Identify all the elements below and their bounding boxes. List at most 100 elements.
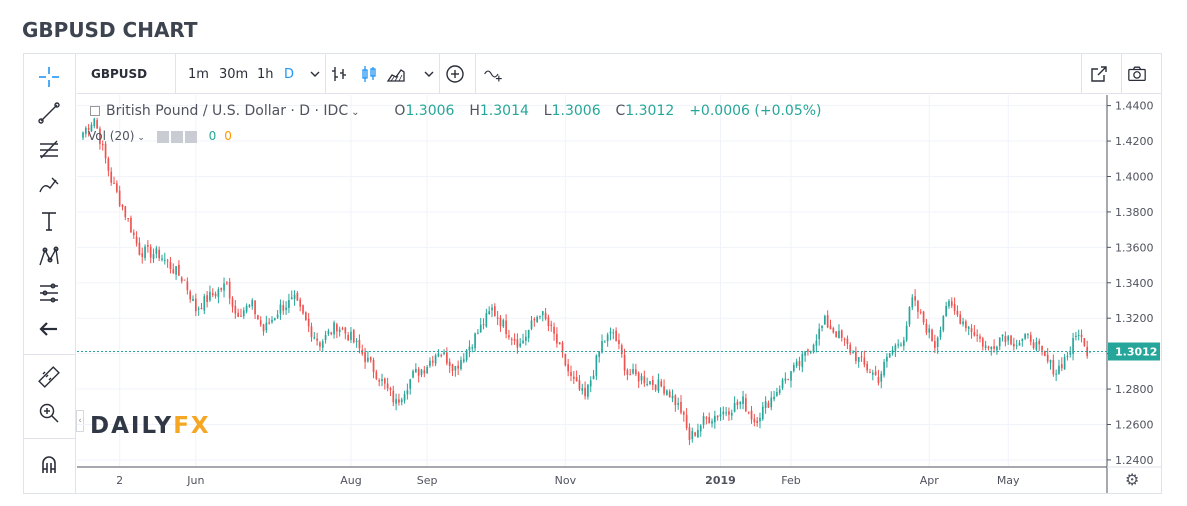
candle-body: [203, 296, 206, 311]
candle: [1027, 333, 1029, 339]
camera-icon[interactable]: [1127, 54, 1147, 94]
candle: [110, 167, 113, 186]
magnet-icon[interactable]: [34, 449, 64, 479]
candle-body: [446, 352, 448, 364]
pattern-icon[interactable]: [34, 242, 64, 272]
y-tick-label: 1.3800: [1115, 206, 1154, 219]
candle-body: [457, 365, 460, 369]
candle: [643, 370, 646, 387]
prediction-measure-icon[interactable]: [34, 278, 64, 308]
candle: [448, 358, 451, 373]
candle: [764, 396, 767, 414]
candle: [434, 353, 437, 367]
candle-body: [324, 334, 327, 340]
candle: [979, 333, 981, 343]
minimize-legend-icon[interactable]: [90, 106, 100, 116]
candle-body: [231, 298, 234, 307]
candle-body: [1029, 334, 1032, 342]
candle: [660, 378, 663, 388]
popout-icon[interactable]: [1089, 54, 1109, 94]
candle-body: [832, 328, 835, 333]
candle: [745, 393, 747, 413]
candle: [104, 141, 107, 164]
candle-body: [420, 369, 423, 375]
candle: [200, 302, 203, 310]
candle: [406, 383, 409, 400]
text-tool-icon[interactable]: [34, 206, 64, 236]
candle: [1066, 351, 1069, 361]
interval-1m[interactable]: 1m: [188, 66, 209, 82]
candle: [372, 357, 375, 379]
candle-body: [587, 384, 589, 397]
collapse-toolbar-handle[interactable]: ‹: [76, 410, 84, 432]
chart-type-chevron-icon[interactable]: [419, 54, 439, 94]
candle: [967, 325, 970, 336]
candles-style-icon[interactable]: [359, 54, 379, 94]
brush-icon[interactable]: [34, 170, 64, 200]
candle: [863, 350, 866, 368]
crosshair-icon[interactable]: [34, 62, 64, 92]
candle-body: [242, 310, 245, 317]
back-arrow-icon[interactable]: [34, 314, 64, 344]
volume-label[interactable]: Vol (20): [88, 129, 135, 143]
candle: [493, 303, 496, 317]
candle-body: [82, 132, 84, 138]
candle-body: [248, 305, 251, 307]
candle-body: [307, 318, 310, 327]
candle-body: [479, 324, 482, 333]
candle-body: [505, 320, 507, 335]
candle: [423, 366, 426, 378]
candle-body: [197, 308, 200, 310]
candle-body: [539, 315, 541, 317]
candle-body: [344, 327, 347, 334]
high-label: H: [469, 103, 480, 119]
candle: [666, 389, 668, 396]
y-tick-label: 1.4400: [1115, 100, 1154, 113]
candle-body: [409, 379, 412, 389]
candle: [477, 329, 479, 335]
candle: [824, 314, 826, 325]
candle-body: [310, 326, 313, 337]
candle-body: [440, 355, 443, 357]
interval-d[interactable]: D: [284, 66, 295, 82]
candle: [482, 318, 485, 330]
chevron-down-icon[interactable]: ⌄: [137, 133, 145, 143]
candle-body: [155, 248, 158, 254]
candle: [262, 323, 265, 336]
candle: [536, 315, 538, 323]
symbol-search[interactable]: GBPUSD: [91, 67, 148, 81]
settings-icon[interactable]: [170, 130, 183, 143]
interval-1h[interactable]: 1h: [257, 66, 274, 82]
candle: [948, 299, 950, 309]
candle-body: [491, 307, 493, 311]
instrument-name[interactable]: British Pound / U.S. Dollar · D · IDC: [106, 103, 349, 119]
candle: [147, 240, 149, 253]
compare-symbol-icon[interactable]: [483, 54, 503, 94]
chevron-down-icon[interactable]: ⌄: [351, 107, 360, 118]
candle-body: [1018, 342, 1021, 346]
candle: [99, 126, 101, 150]
candle: [711, 418, 713, 428]
price-chart[interactable]: 1.24001.26001.28001.30001.32001.34001.36…: [77, 95, 1161, 493]
candle: [412, 369, 414, 379]
candle: [778, 385, 781, 396]
candle-body: [333, 322, 335, 335]
interval-30m[interactable]: 30m: [219, 66, 249, 82]
zoom-in-icon[interactable]: [34, 398, 64, 428]
candle-body: [228, 281, 231, 299]
bars-style-icon[interactable]: [329, 54, 349, 94]
fib-retracement-icon[interactable]: [34, 134, 64, 164]
close-icon[interactable]: [184, 130, 197, 143]
candle-body: [161, 258, 163, 260]
ruler-icon[interactable]: [34, 362, 64, 392]
add-indicator-icon[interactable]: [445, 54, 465, 94]
chevron-down-icon[interactable]: [305, 54, 325, 94]
trend-line-icon[interactable]: [34, 98, 64, 128]
candle: [981, 336, 984, 351]
area-style-icon[interactable]: [386, 54, 406, 94]
candle-body: [367, 357, 369, 362]
candle: [694, 431, 696, 437]
eye-icon[interactable]: [156, 130, 169, 143]
settings-gear-icon[interactable]: ⚙: [1125, 470, 1139, 489]
candle: [271, 316, 273, 324]
